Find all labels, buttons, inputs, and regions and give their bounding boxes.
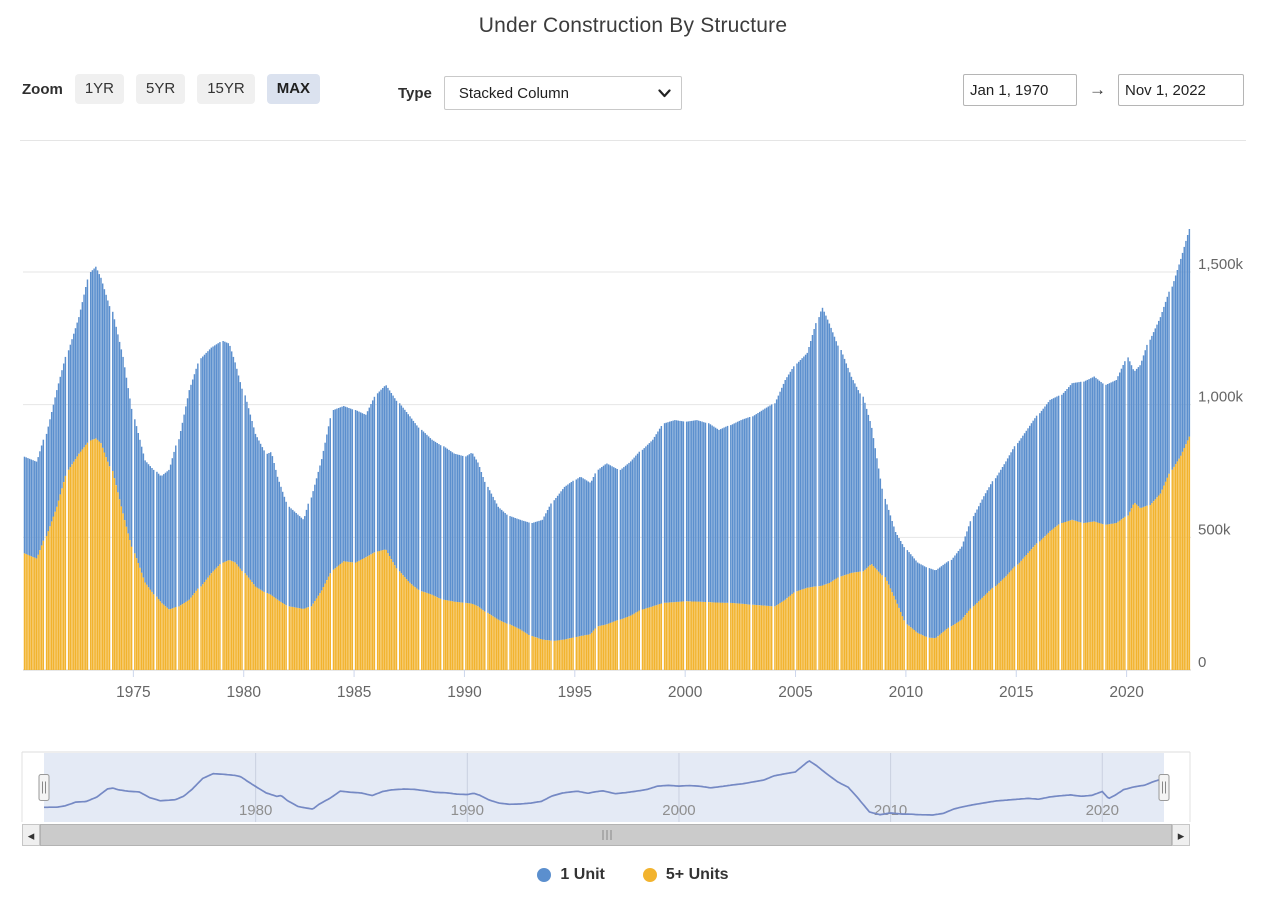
legend-swatch	[537, 868, 552, 882]
x-axis-label: 2020	[1109, 684, 1144, 701]
y-axis-labels: 0 500k 1,000k 1,500k	[1198, 256, 1244, 671]
navigator-year-label: 2000	[662, 802, 695, 819]
x-axis-label: 1990	[447, 684, 482, 701]
y-axis-label: 0	[1198, 654, 1206, 671]
legend-label: 1 Unit	[560, 866, 605, 883]
zoom-button-5yr[interactable]: 5YR	[136, 74, 186, 104]
x-axis-label: 2005	[778, 684, 812, 701]
legend-item-5plus-units[interactable]: 5+ Units	[642, 866, 729, 884]
x-axis-label: 1995	[558, 684, 592, 701]
zoom-button-max[interactable]: MAX	[266, 74, 321, 104]
scrollbar-right-arrow-icon: ▸	[1178, 828, 1185, 843]
toolbar-divider	[20, 140, 1246, 141]
y-axis-label: 1,000k	[1198, 389, 1244, 406]
navigator-year-label: 1980	[239, 802, 272, 819]
scrollbar-thumb[interactable]	[40, 824, 1172, 846]
navigator-and-scrollbar[interactable]: 1980 1990 2000 2010 2020◂ ▸	[0, 745, 1266, 855]
date-from-input[interactable]	[963, 74, 1077, 106]
series-1-unit[interactable]	[23, 229, 1191, 641]
legend-label: 5+ Units	[665, 866, 729, 883]
x-axis-label: 1980	[226, 684, 261, 701]
series-5plus-units[interactable]	[23, 436, 1191, 670]
scrollbar: ◂ ▸	[22, 824, 1190, 846]
navigator-left-handle[interactable]	[38, 774, 50, 801]
page-title: Under Construction By Structure	[478, 14, 788, 37]
x-axis-label: 2015	[999, 684, 1033, 701]
chevron-down-icon	[658, 88, 671, 98]
zoom-button-1yr[interactable]: 1YR	[74, 74, 125, 104]
type-label: Type	[398, 84, 432, 102]
scrollbar-right-arrow-button[interactable]: ▸	[1172, 824, 1190, 846]
navigator-year-label: 2020	[1086, 802, 1119, 819]
x-axis-label: 2000	[668, 684, 703, 701]
zoom-range-selector: Zoom 1YR 5YR 15YR MAX	[22, 74, 321, 104]
scrollbar-left-arrow-icon: ◂	[28, 828, 35, 843]
navigator-right-handle[interactable]	[1158, 774, 1170, 801]
y-axis-label: 500k	[1198, 521, 1231, 538]
main-chart[interactable]: 0 500k 1,000k 1,500k 1975 1980 1985 1990 1995 200…	[0, 140, 1266, 720]
x-axis-labels: 1975 1980 1985 1990 1995 2000 2005 2010 2015 2020	[116, 670, 1144, 701]
chart-type-select[interactable]: Stacked Column	[443, 76, 682, 110]
toolbar: Zoom 1YR 5YR 15YR MAX Type Stacked Colum…	[22, 74, 1244, 112]
navigator-series-line	[44, 760, 1163, 816]
date-to-input[interactable]	[1118, 74, 1244, 106]
navigator-year-label: 1990	[451, 802, 484, 819]
chart-type-value: Stacked Column	[458, 84, 569, 102]
zoom-label: Zoom	[22, 80, 63, 98]
date-range-arrow-icon: →	[1089, 80, 1106, 99]
x-axis-label: 2010	[889, 684, 924, 701]
x-axis-label: 1985	[337, 684, 371, 701]
x-axis-label: 1975	[116, 684, 150, 701]
legend-item-1-unit[interactable]: 1 Unit	[537, 866, 605, 884]
navigator-year-label: 2010	[874, 802, 907, 819]
zoom-button-15yr[interactable]: 15YR	[197, 74, 255, 104]
scrollbar-left-arrow-button[interactable]: ◂	[22, 824, 40, 846]
y-axis-label: 1,500k	[1198, 256, 1244, 273]
legend-swatch	[642, 868, 657, 882]
date-range-control: →	[963, 74, 1244, 106]
legend: 1 Unit 5+ Units	[0, 866, 1266, 884]
navigator-selected-range[interactable]	[44, 753, 1164, 822]
chart-type-control: Type Stacked Column	[398, 76, 682, 110]
